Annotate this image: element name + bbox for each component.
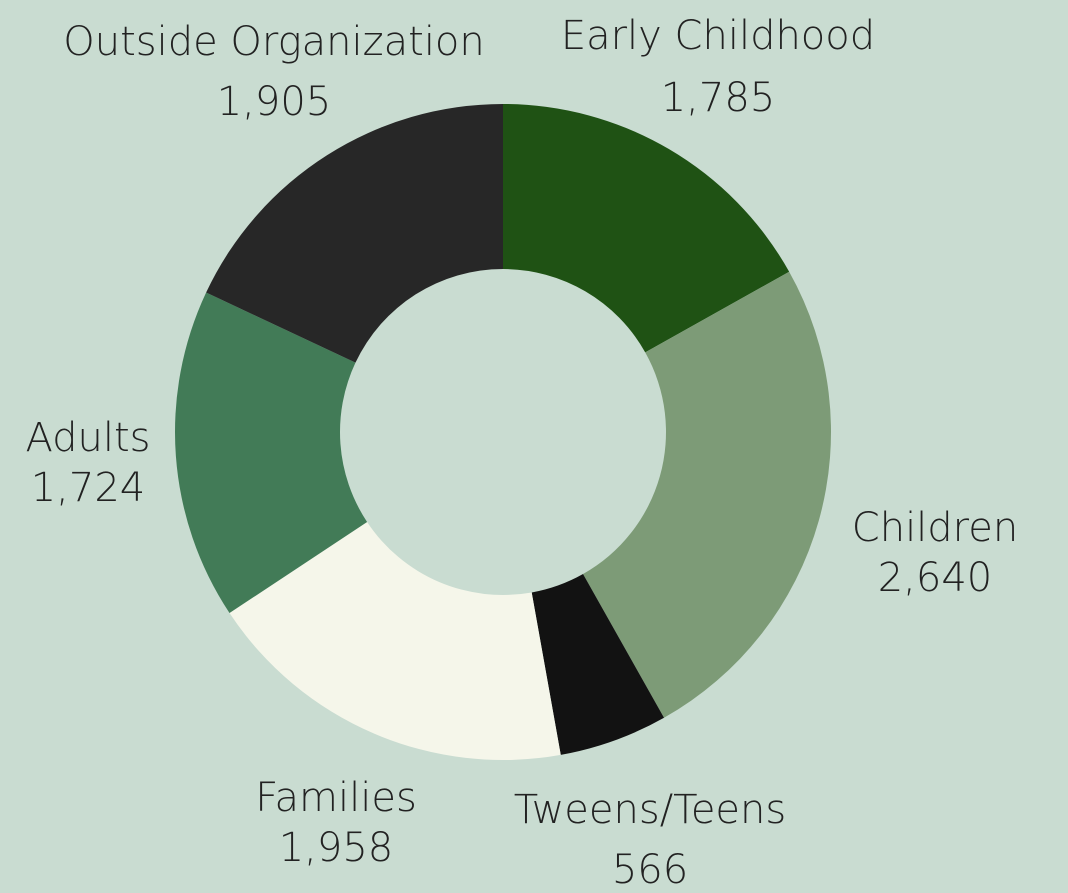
donut-slice bbox=[503, 104, 790, 353]
slice-value: 566 bbox=[612, 847, 688, 893]
slice-value: 1,785 bbox=[661, 75, 776, 121]
slice-value: 1,905 bbox=[217, 79, 332, 125]
donut-slice bbox=[229, 521, 561, 760]
slice-value: 1,958 bbox=[279, 825, 394, 871]
slice-label: Tweens/Teens bbox=[514, 787, 786, 833]
donut-slice bbox=[531, 574, 665, 755]
slice-label: Early Childhood bbox=[561, 13, 875, 59]
slice-label: Adults bbox=[25, 415, 150, 461]
slice-label: Children bbox=[852, 505, 1018, 551]
donut-slice bbox=[583, 271, 831, 718]
donut-slice bbox=[175, 292, 368, 614]
slice-value: 1,724 bbox=[31, 465, 146, 511]
slice-value: 2,640 bbox=[878, 555, 993, 601]
donut-slice bbox=[206, 103, 503, 363]
slice-label: Families bbox=[255, 775, 417, 821]
slice-label: Outside Organization bbox=[63, 19, 485, 65]
